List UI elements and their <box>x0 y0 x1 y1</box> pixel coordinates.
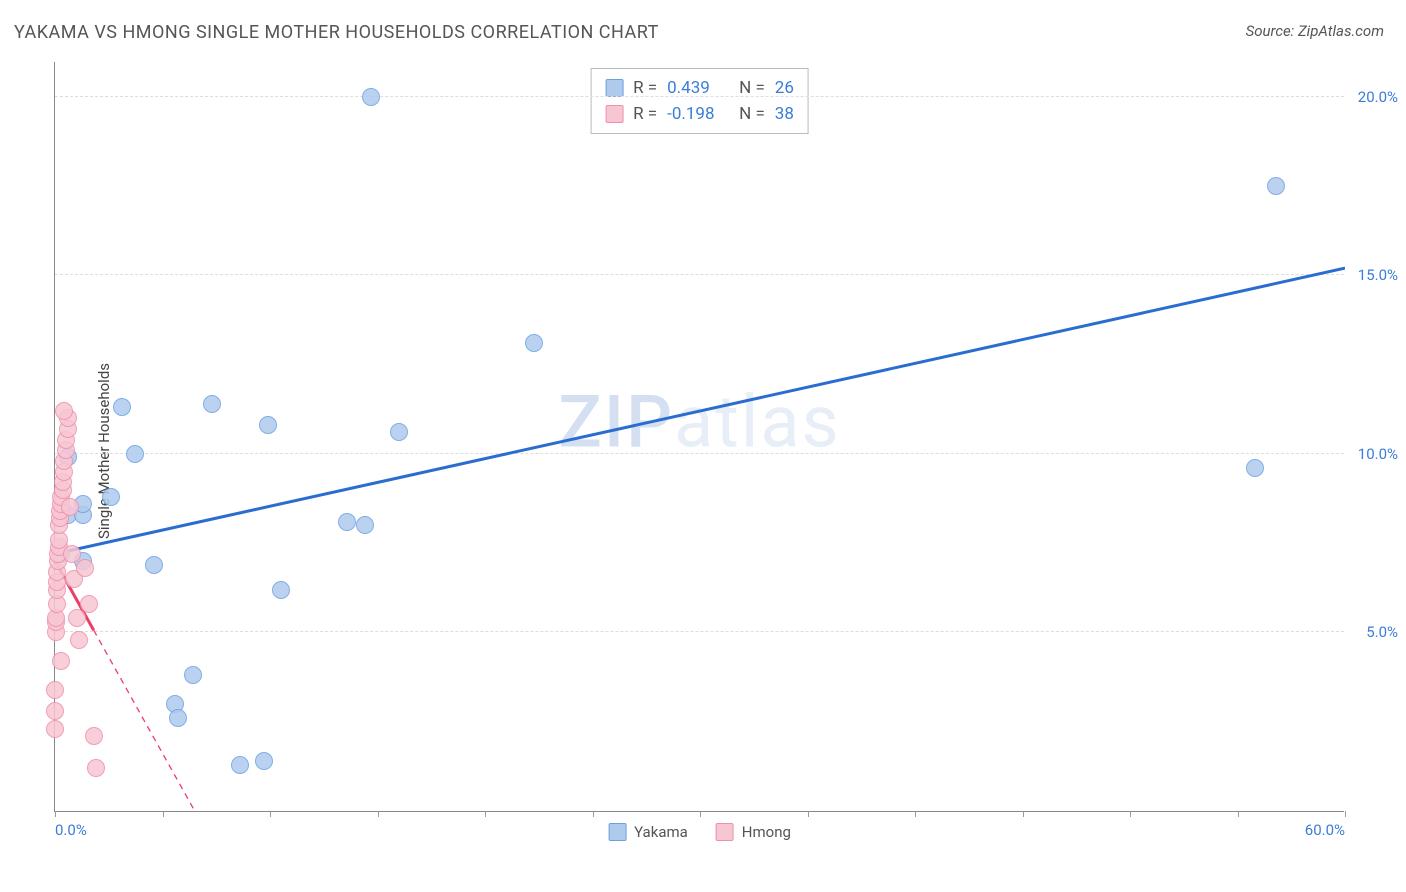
data-point-hmong <box>70 631 88 649</box>
stats-legend: R = 0.439 N = 26 R = -0.198 N = 38 <box>590 68 809 134</box>
data-point-yakama <box>272 581 290 599</box>
watermark-zip: ZIP <box>558 379 674 464</box>
x-tick <box>593 811 594 817</box>
swatch-yakama-bottom <box>608 823 626 841</box>
x-tick <box>163 811 164 817</box>
n-label: N = <box>739 75 765 101</box>
data-point-hmong <box>68 609 86 627</box>
chart-title: YAKAMA VS HMONG SINGLE MOTHER HOUSEHOLDS… <box>14 22 659 43</box>
x-tick <box>378 811 379 817</box>
data-point-yakama <box>362 88 380 106</box>
data-point-yakama <box>126 445 144 463</box>
data-point-hmong <box>46 681 64 699</box>
gridline-h <box>55 96 1344 97</box>
data-point-hmong <box>46 702 64 720</box>
data-point-yakama <box>525 334 543 352</box>
n-value-yakama: 26 <box>775 75 794 101</box>
data-point-hmong <box>80 595 98 613</box>
data-point-hmong <box>55 402 73 420</box>
watermark: ZIPatlas <box>558 379 840 464</box>
data-point-hmong <box>87 759 105 777</box>
n-value-hmong: 38 <box>775 101 794 127</box>
n-label: N = <box>739 101 765 127</box>
data-point-yakama <box>203 395 221 413</box>
legend-label-hmong: Hmong <box>742 823 791 841</box>
x-tick <box>915 811 916 817</box>
x-tick <box>485 811 486 817</box>
watermark-atlas: atlas <box>674 379 841 464</box>
gridline-h <box>55 453 1344 454</box>
x-tick-label: 0.0% <box>55 821 87 839</box>
data-point-yakama <box>231 756 249 774</box>
data-point-yakama <box>390 423 408 441</box>
data-point-yakama <box>102 488 120 506</box>
data-point-yakama <box>169 709 187 727</box>
x-tick <box>1238 811 1239 817</box>
y-tick-label: 20.0% <box>1358 88 1398 106</box>
x-tick <box>270 811 271 817</box>
y-tick-label: 15.0% <box>1358 266 1398 284</box>
x-tick <box>1130 811 1131 817</box>
data-point-yakama <box>259 416 277 434</box>
bottom-legend: Yakama Hmong <box>608 823 791 841</box>
data-point-yakama <box>356 516 374 534</box>
x-tick <box>700 811 701 817</box>
x-tick <box>808 811 809 817</box>
swatch-yakama <box>605 79 623 97</box>
x-tick-label: 60.0% <box>1305 821 1345 839</box>
x-tick <box>1023 811 1024 817</box>
data-point-hmong <box>46 720 64 738</box>
chart-area: Single Mother Households ZIPatlas R = 0.… <box>48 56 1388 846</box>
legend-label-yakama: Yakama <box>634 823 688 841</box>
y-tick-label: 5.0% <box>1366 623 1398 641</box>
plot-region: ZIPatlas R = 0.439 N = 26 R = -0.198 N =… <box>54 62 1344 812</box>
stats-row-hmong: R = -0.198 N = 38 <box>605 101 794 127</box>
data-point-yakama <box>1246 459 1264 477</box>
gridline-h <box>55 631 1344 632</box>
gridline-h <box>55 274 1344 275</box>
r-value-hmong: -0.198 <box>667 101 729 127</box>
data-point-hmong <box>76 559 94 577</box>
r-value-yakama: 0.439 <box>667 75 729 101</box>
data-point-yakama <box>184 666 202 684</box>
swatch-hmong <box>605 105 623 123</box>
data-point-hmong <box>52 652 70 670</box>
trend-overlay <box>55 61 1345 811</box>
data-point-hmong <box>85 727 103 745</box>
swatch-hmong-bottom <box>716 823 734 841</box>
data-point-yakama <box>145 556 163 574</box>
r-label: R = <box>633 75 657 101</box>
x-tick <box>55 811 56 817</box>
x-tick <box>1345 811 1346 817</box>
stats-row-yakama: R = 0.439 N = 26 <box>605 75 794 101</box>
data-point-yakama <box>113 398 131 416</box>
data-point-yakama <box>1267 177 1285 195</box>
source-attribution: Source: ZipAtlas.com <box>1246 22 1384 40</box>
data-point-yakama <box>338 513 356 531</box>
y-tick-label: 10.0% <box>1358 445 1398 463</box>
trend-line-yakama <box>55 268 1345 554</box>
data-point-hmong <box>61 498 79 516</box>
r-label: R = <box>633 101 657 127</box>
data-point-yakama <box>255 752 273 770</box>
legend-item-yakama: Yakama <box>608 823 688 841</box>
legend-item-hmong: Hmong <box>716 823 791 841</box>
